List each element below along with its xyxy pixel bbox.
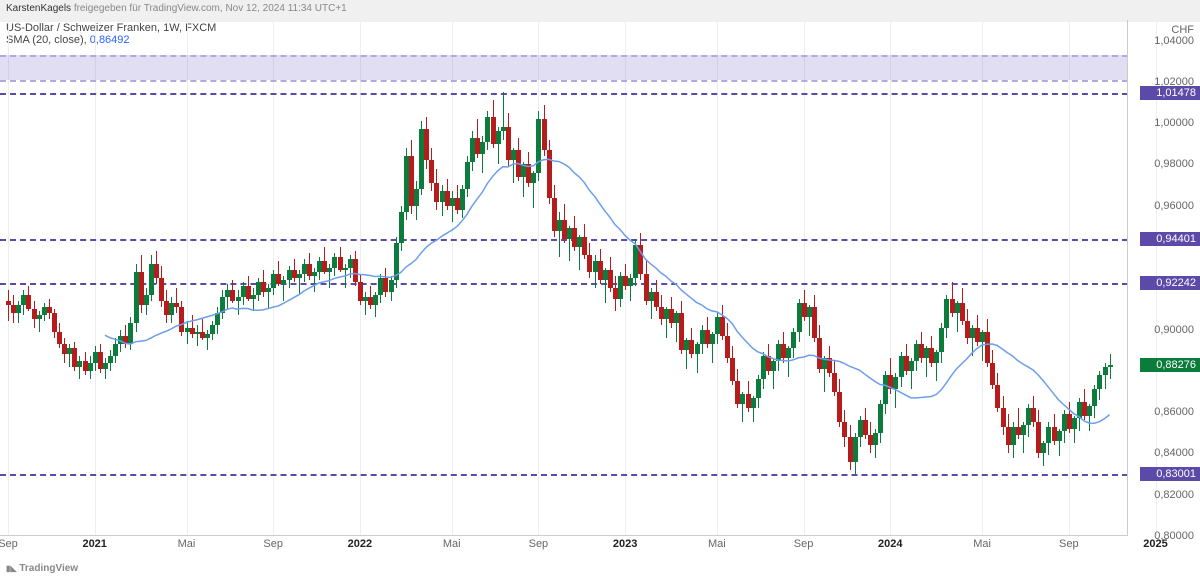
x-tick-label: 2021 [82, 538, 106, 550]
y-tick-label: 1,00000 [1154, 117, 1194, 129]
level-tag: 0,83001 [1140, 467, 1200, 481]
x-tick-label: Sep [0, 538, 18, 550]
x-tick-label: 2025 [1143, 538, 1167, 550]
x-tick-label: Mai [973, 538, 991, 550]
level-tag: 1,01478 [1140, 86, 1200, 100]
y-tick-label: 0,90000 [1154, 324, 1194, 336]
author: KarstenKagels [6, 3, 71, 14]
chart-header: KarstenKagels freigegeben für TradingVie… [0, 0, 1200, 22]
timestamp: Nov 12, 2024 11:34 UTC+1 [225, 3, 346, 14]
y-tick-label: 0,96000 [1154, 200, 1194, 212]
x-tick-label: Sep [794, 538, 814, 550]
tradingview-watermark: ▮◣ TradingView [6, 563, 78, 574]
x-tick-label: Sep [1059, 538, 1079, 550]
level-tag: 0,94401 [1140, 232, 1200, 246]
y-axis[interactable]: CHF 1,040001,020001,000000,980000,960000… [1127, 20, 1200, 536]
y-tick-label: 0,86000 [1154, 406, 1194, 418]
price-plot[interactable] [0, 20, 1128, 536]
x-tick-label: Sep [529, 538, 549, 550]
y-tick-label: 0,82000 [1154, 489, 1194, 501]
y-tick-label: 0,98000 [1154, 158, 1194, 170]
y-tick-label: 1,04000 [1154, 35, 1194, 47]
x-tick-label: Mai [708, 538, 726, 550]
x-tick-label: 2022 [348, 538, 372, 550]
site: TradingView.com [144, 3, 220, 14]
last-price-tag: 0,88276 [1140, 358, 1200, 372]
x-tick-label: Mai [178, 538, 196, 550]
sma-line [0, 20, 1128, 536]
x-tick-label: Mai [443, 538, 461, 550]
x-axis[interactable]: Sep 2021 Mai Sep 2022 Mai Sep 2023 Mai Sep 2024 Mai… [0, 535, 1128, 554]
chart-container: KarstenKagels freigegeben für TradingVie… [0, 0, 1200, 578]
level-tag: 0,92242 [1140, 276, 1200, 290]
x-tick-label: Sep [263, 538, 283, 550]
published-for: freigegeben für [74, 3, 141, 14]
x-tick-label: 2024 [878, 538, 902, 550]
y-tick-label: 0,84000 [1154, 447, 1194, 459]
x-tick-label: 2023 [613, 538, 637, 550]
